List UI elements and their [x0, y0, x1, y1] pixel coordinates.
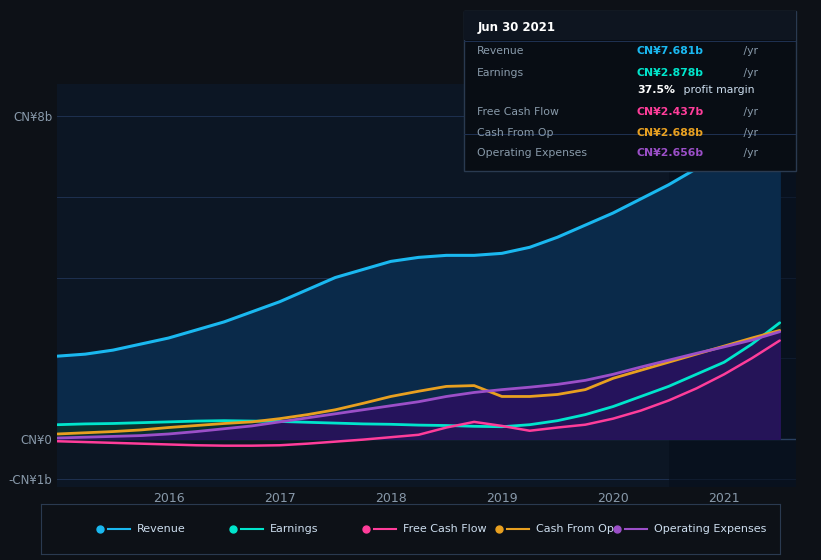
Text: CN¥2.688b: CN¥2.688b: [637, 128, 704, 138]
Text: Cash From Op: Cash From Op: [477, 128, 553, 138]
Text: CN¥2.437b: CN¥2.437b: [637, 107, 704, 117]
Text: Revenue: Revenue: [477, 46, 525, 57]
Text: /yr: /yr: [740, 107, 758, 117]
Text: /yr: /yr: [740, 148, 758, 158]
Text: /yr: /yr: [740, 68, 758, 78]
Text: profit margin: profit margin: [680, 86, 754, 95]
Text: Earnings: Earnings: [477, 68, 525, 78]
Text: CN¥2.656b: CN¥2.656b: [637, 148, 704, 158]
Text: Operating Expenses: Operating Expenses: [477, 148, 587, 158]
Text: Earnings: Earnings: [270, 524, 319, 534]
Text: CN¥2.878b: CN¥2.878b: [637, 68, 704, 78]
Text: CN¥7.681b: CN¥7.681b: [637, 46, 704, 57]
Text: Operating Expenses: Operating Expenses: [654, 524, 767, 534]
Bar: [668, 84, 802, 487]
Text: 37.5%: 37.5%: [637, 86, 675, 95]
Text: Revenue: Revenue: [137, 524, 186, 534]
Text: /yr: /yr: [740, 128, 758, 138]
Text: Jun 30 2021: Jun 30 2021: [477, 21, 555, 35]
Text: Cash From Op: Cash From Op: [536, 524, 614, 534]
Text: /yr: /yr: [740, 46, 758, 57]
Text: Free Cash Flow: Free Cash Flow: [403, 524, 487, 534]
Text: Free Cash Flow: Free Cash Flow: [477, 107, 559, 117]
